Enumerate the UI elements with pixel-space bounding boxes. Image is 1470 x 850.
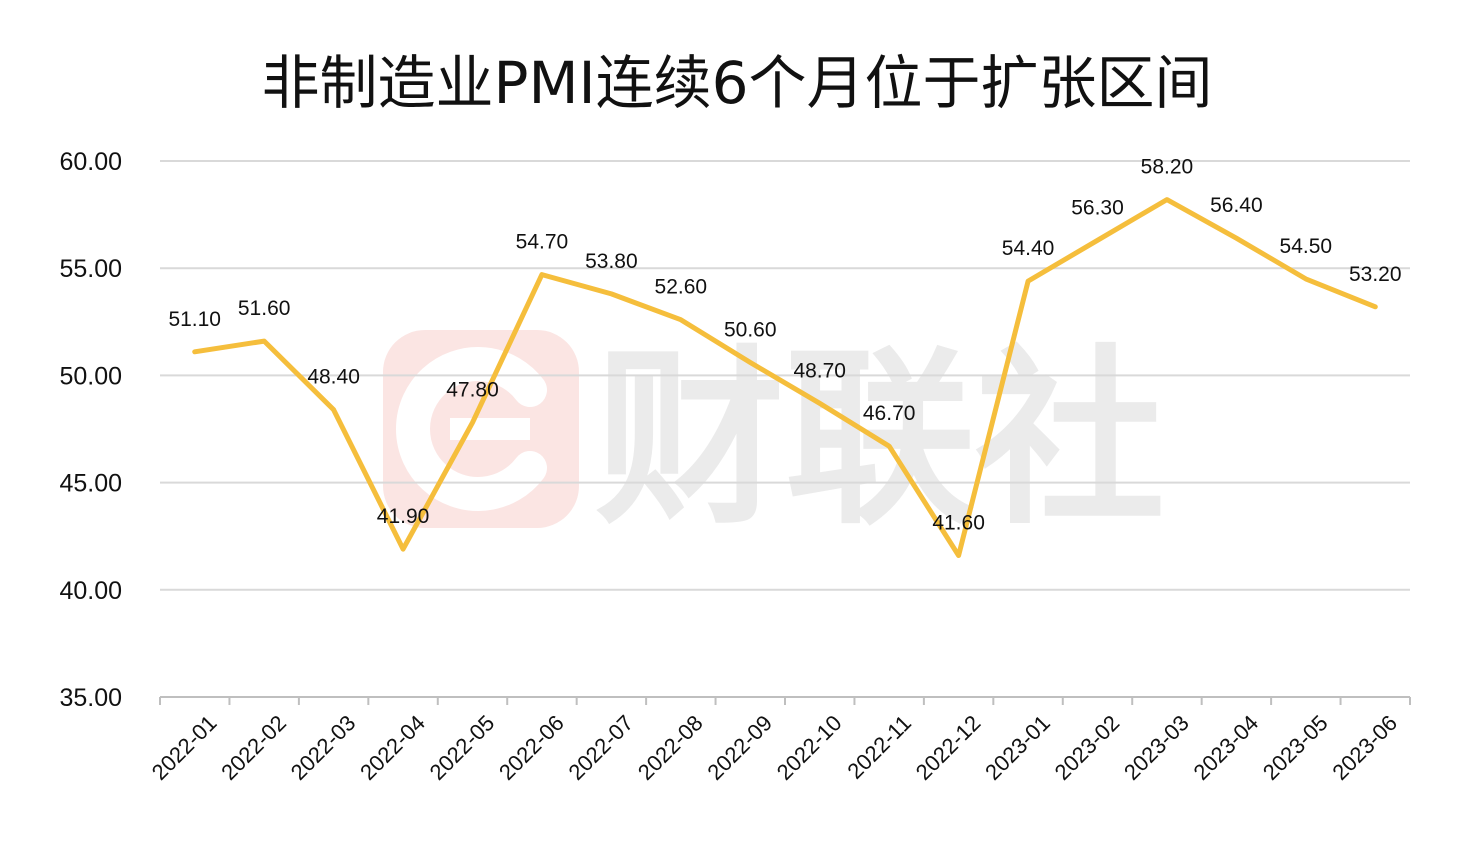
x-tick-label: 2023-05 — [1258, 710, 1333, 785]
data-labels: 51.10 51.60 48.40 41.90 47.80 54.70 53.80 52.60… — [168, 156, 1401, 535]
data-label: 41.90 — [377, 505, 430, 528]
y-tick-label: 45.00 — [59, 470, 122, 498]
y-tick-label: 50.00 — [59, 362, 122, 390]
x-tick-label: 2022-07 — [563, 710, 638, 785]
x-tick-label: 2023-02 — [1050, 710, 1125, 785]
x-tick-label: 2022-09 — [702, 710, 777, 785]
data-label: 53.20 — [1349, 263, 1402, 286]
chart-title: 非制造业PMI连续6个月位于扩张区间 — [261, 49, 1212, 117]
data-label: 52.60 — [655, 276, 708, 299]
y-axis-ticks: 35.00 40.00 45.00 50.00 55.00 60.00 — [59, 148, 122, 712]
x-tick-label: 2022-04 — [355, 710, 430, 785]
x-tick-label: 2022-10 — [772, 710, 847, 785]
x-tick-label: 2022-02 — [216, 710, 291, 785]
data-label: 58.20 — [1141, 156, 1194, 179]
x-tick-label: 2023-06 — [1327, 710, 1402, 785]
y-tick-label: 40.00 — [59, 577, 122, 605]
data-label: 47.80 — [446, 379, 499, 402]
x-tick-label: 2022-12 — [911, 710, 986, 785]
data-label: 54.40 — [1002, 237, 1055, 260]
x-tick-label: 2022-06 — [494, 710, 569, 785]
y-tick-label: 60.00 — [59, 148, 122, 176]
x-tick-label: 2022-11 — [842, 710, 916, 784]
y-tick-label: 55.00 — [59, 255, 122, 283]
data-label: 54.70 — [516, 231, 569, 254]
data-label: 46.70 — [863, 402, 916, 425]
data-label: 48.40 — [307, 366, 360, 389]
x-tick-label: 2022-03 — [286, 710, 361, 785]
data-label: 56.30 — [1071, 196, 1124, 219]
x-tick-label: 2022-01 — [147, 710, 222, 785]
data-label: 51.60 — [238, 297, 291, 320]
data-label: 56.40 — [1210, 194, 1263, 217]
x-tick-label: 2022-05 — [425, 710, 500, 785]
watermark-logo-c-icon — [396, 347, 547, 511]
data-label: 50.60 — [724, 319, 777, 342]
x-tick-label: 2023-03 — [1119, 710, 1194, 785]
data-label: 48.70 — [793, 359, 846, 382]
x-tick-label: 2023-04 — [1188, 710, 1263, 785]
x-tick-label: 2023-01 — [980, 710, 1055, 785]
x-axis — [159, 696, 1411, 705]
data-label: 41.60 — [932, 511, 985, 534]
data-label: 51.10 — [168, 308, 221, 331]
data-label: 54.50 — [1280, 235, 1333, 258]
x-axis-tick-labels: 2022-012022-022022-032022-042022-052022-… — [147, 710, 1402, 785]
x-tick-label: 2022-08 — [633, 710, 708, 785]
y-tick-label: 35.00 — [59, 684, 122, 712]
series-line-pmi — [192, 197, 1378, 558]
data-label: 53.80 — [585, 250, 638, 273]
